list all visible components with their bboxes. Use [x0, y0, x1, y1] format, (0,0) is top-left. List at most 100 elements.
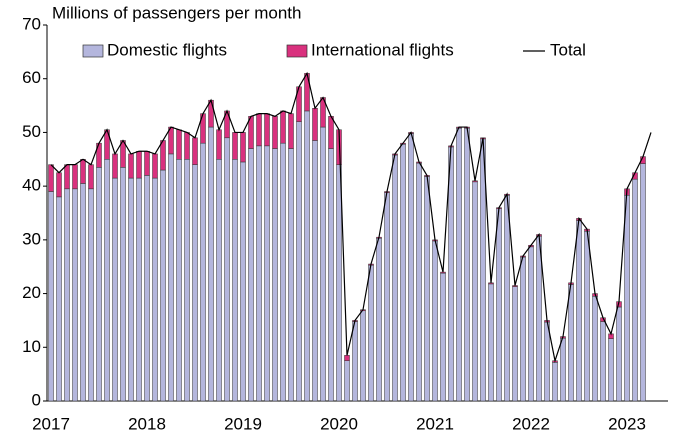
bar-segment [600, 321, 606, 402]
x-tick-label: 2017 [32, 414, 70, 433]
bar-segment [408, 133, 414, 402]
bar-segment [328, 148, 334, 402]
bar-segment [488, 283, 494, 402]
bar-segment [304, 110, 310, 402]
bar-segment [416, 162, 422, 402]
bar-segment [136, 150, 142, 179]
bar-segment [88, 164, 94, 190]
bar-segment [112, 177, 118, 402]
bar-segment [344, 360, 350, 402]
bar-segment [552, 362, 558, 402]
bar-segment [352, 321, 358, 402]
x-tick-label: 2022 [512, 414, 550, 433]
bar-segment [520, 256, 526, 402]
bar-segment [568, 284, 574, 402]
bar-segment [216, 159, 222, 402]
bar-segment [344, 355, 350, 361]
legend-label: Total [550, 40, 586, 59]
legend-swatch [82, 44, 104, 58]
x-tick-label: 2018 [128, 414, 166, 433]
bar-segment [512, 285, 518, 287]
bar-segment [72, 188, 78, 402]
y-tick-label: 0 [32, 390, 41, 409]
bar-segment [544, 321, 550, 402]
bar-segment [424, 176, 430, 402]
bar-segment [232, 159, 238, 402]
bar-segment [184, 159, 190, 402]
bar-segment [376, 237, 382, 402]
legend-label: Domestic flights [107, 40, 227, 59]
bar-segment [368, 264, 374, 402]
bar-segment [280, 142, 286, 402]
bar-segment [160, 169, 166, 402]
bar-segment [136, 177, 142, 402]
bar-segment [152, 177, 158, 402]
bar-segment [312, 108, 318, 141]
bar-segment [528, 246, 534, 402]
bar-segment [176, 159, 182, 402]
bar-segment [64, 164, 70, 190]
bar-segment [232, 132, 238, 160]
bar-segment [640, 163, 646, 402]
bar-segment [296, 121, 302, 402]
bar-segment [272, 116, 278, 149]
bar-segment [88, 188, 94, 402]
bar-segment [400, 143, 406, 402]
y-tick-label: 40 [22, 176, 41, 195]
bar-segment [208, 126, 214, 402]
bar-segment [72, 164, 78, 190]
y-tick-label: 20 [22, 283, 41, 302]
y-tick-label: 50 [22, 122, 41, 141]
bar-segment [472, 181, 478, 402]
bar-segment [456, 127, 462, 402]
bar-segment [248, 148, 254, 402]
bar-segment [216, 129, 222, 160]
bar-segment [592, 296, 598, 402]
bar-segment [120, 167, 126, 402]
bar-segment [608, 338, 614, 402]
bar-segment [160, 140, 166, 171]
bar-segment [288, 113, 294, 149]
bar-segment [616, 306, 622, 402]
y-tick-label: 10 [22, 337, 41, 356]
bar-segment [280, 110, 286, 144]
bar-segment [240, 161, 246, 402]
bar-segment [624, 195, 630, 402]
legend-label: International flights [311, 40, 454, 59]
bar-segment [264, 113, 270, 147]
bar-segment [360, 310, 366, 402]
bar-segment [96, 167, 102, 402]
bar-segment [392, 154, 398, 402]
bar-segment [256, 145, 262, 402]
bar-segment [536, 235, 542, 402]
bar-segment [384, 192, 390, 402]
bar-segment [496, 208, 502, 402]
bar-segment [192, 137, 198, 165]
bar-segment [80, 183, 86, 402]
y-tick-label: 60 [22, 68, 41, 87]
x-tick-label: 2021 [416, 414, 454, 433]
bar-segment [200, 142, 206, 402]
bar-segment [64, 188, 70, 402]
bar-segment [488, 282, 494, 285]
x-tick-label: 2023 [608, 414, 646, 433]
bar-segment [168, 153, 174, 402]
bar-segment [80, 159, 86, 184]
bar-segment [448, 146, 454, 402]
x-tick-label: 2019 [224, 414, 262, 433]
bar-segment [576, 220, 582, 402]
bar-segment [272, 148, 278, 402]
bar-segment [472, 180, 478, 183]
bar-segment [560, 337, 566, 402]
y-tick-label: 70 [22, 14, 41, 33]
bar-segment [184, 132, 190, 160]
bar-segment [328, 116, 334, 149]
bar-segment [504, 195, 510, 402]
bar-segment [192, 164, 198, 402]
bar-segment [152, 153, 158, 179]
y-tick-label: 30 [22, 229, 41, 248]
bar-segment [440, 272, 446, 402]
bar-segment [464, 127, 470, 402]
bar-segment [584, 231, 590, 402]
bar-segment [512, 286, 518, 402]
